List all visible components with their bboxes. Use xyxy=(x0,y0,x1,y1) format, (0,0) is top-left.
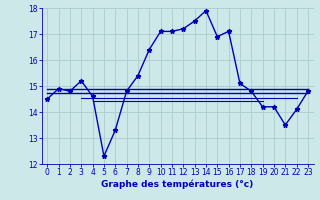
X-axis label: Graphe des températures (°c): Graphe des températures (°c) xyxy=(101,180,254,189)
